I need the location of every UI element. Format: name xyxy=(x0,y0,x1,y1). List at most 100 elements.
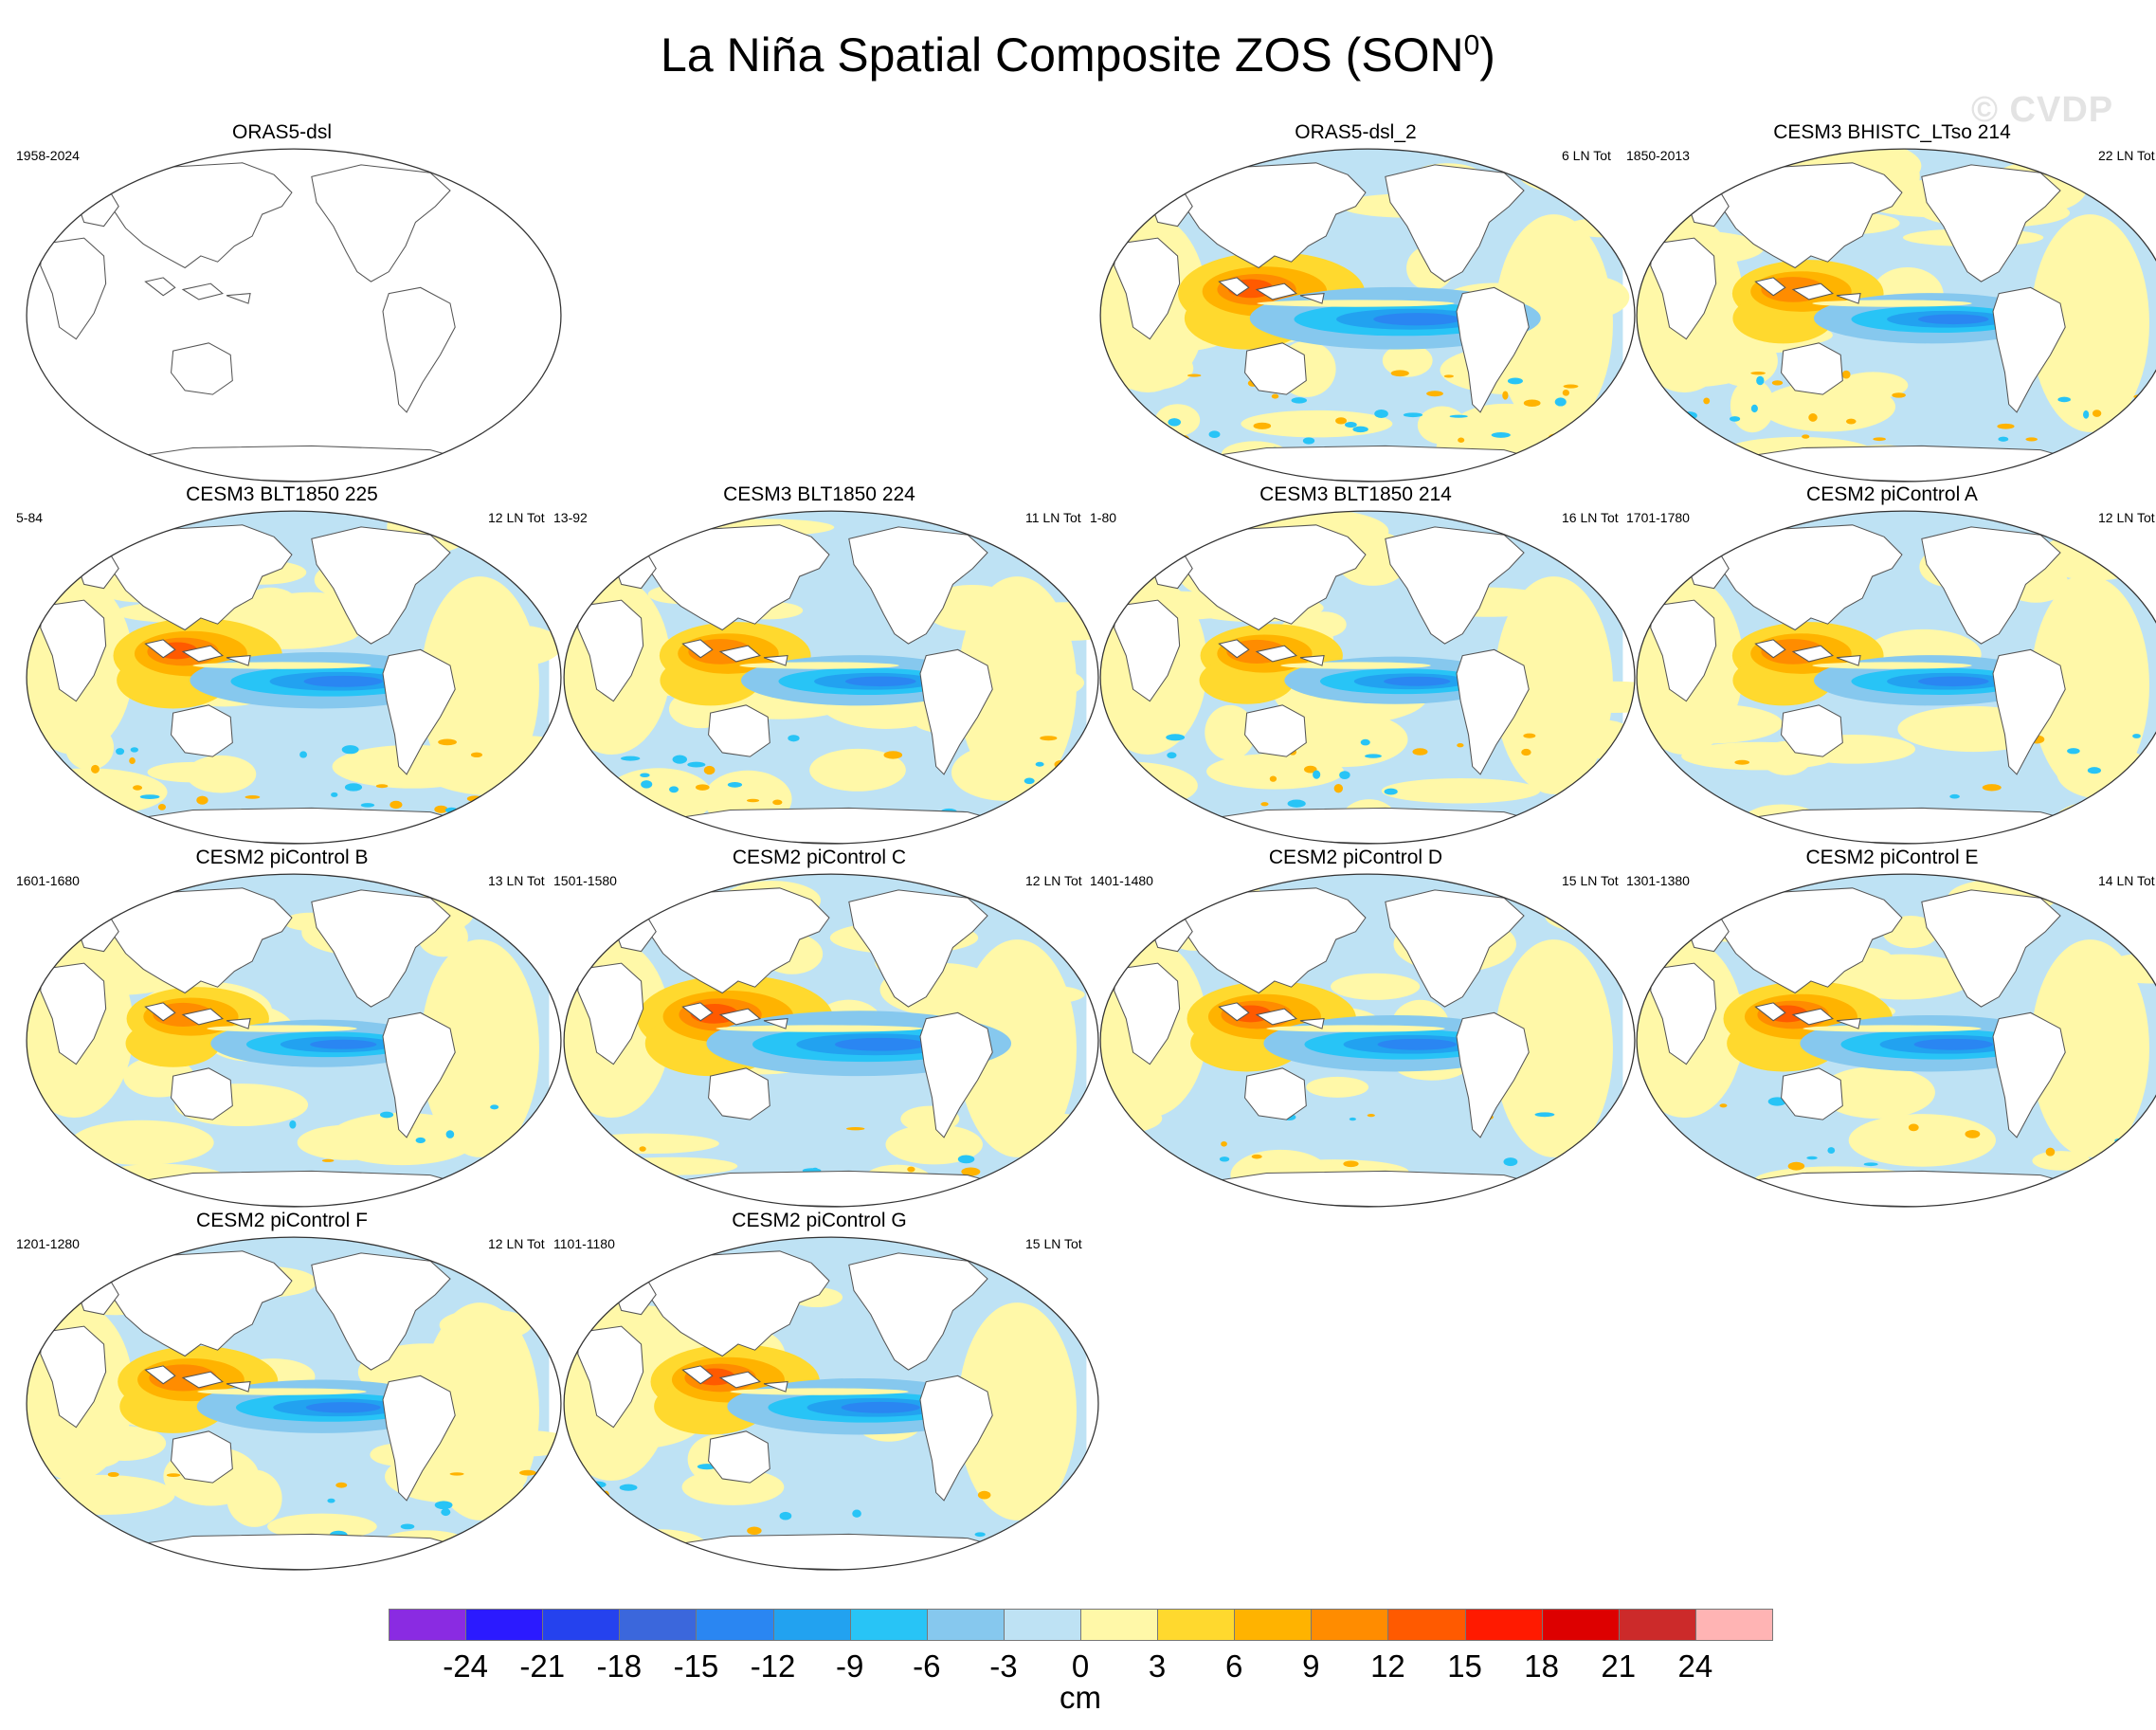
noise-speckle xyxy=(615,1162,628,1168)
land-indonesia xyxy=(681,1365,788,1393)
atlantic-patch xyxy=(957,939,1077,1157)
noise-speckle xyxy=(703,765,716,775)
panel-years: 1401-1480 xyxy=(1090,873,1153,888)
noise-speckle xyxy=(1554,397,1567,407)
noise-speckle xyxy=(1808,413,1818,422)
noise-speckle xyxy=(1384,788,1398,795)
cold-tongue-12cm xyxy=(1913,1038,1993,1050)
noise-speckle xyxy=(1523,399,1541,407)
map-border xyxy=(26,873,562,1208)
panel-title: CESM2 piControl C xyxy=(732,847,907,868)
noise-speckle xyxy=(1703,397,1711,405)
noise-speckle xyxy=(577,761,589,766)
land-australia xyxy=(1781,704,1843,757)
noise-speckle xyxy=(1443,374,1454,378)
noise-speckle xyxy=(518,1469,536,1476)
noise-speckle xyxy=(1534,1112,1555,1118)
equatorial-strip xyxy=(739,662,899,669)
panel-title: CESM2 piControl G xyxy=(732,1210,907,1231)
land-australia xyxy=(708,704,770,757)
positive-anomaly-patch xyxy=(27,768,168,816)
land-samerica xyxy=(382,1011,456,1138)
land-africa xyxy=(1114,599,1181,702)
colorbar-tick-label: 18 xyxy=(1524,1648,1560,1684)
noise-speckle xyxy=(157,804,167,810)
panel-title: CESM3 BLT1850 214 xyxy=(1259,483,1452,505)
land-indonesia xyxy=(1218,1002,1325,1029)
noise-speckle xyxy=(360,803,375,808)
atlantic-patch xyxy=(1494,214,1613,432)
noise-speckle xyxy=(1335,417,1347,425)
colorbar-tick-label: -6 xyxy=(913,1648,941,1684)
colorbar-tick-label: -18 xyxy=(596,1648,643,1684)
atlantic-patch xyxy=(2030,214,2149,432)
noise-speckle xyxy=(1313,770,1321,779)
noise-speckle xyxy=(564,750,580,755)
panel-title: CESM2 piControl D xyxy=(1268,847,1443,868)
land-antarctica xyxy=(650,807,1019,844)
land-australia xyxy=(171,342,233,395)
colorbar-tick-label: -9 xyxy=(835,1648,864,1684)
noise-speckle xyxy=(438,738,457,746)
anomaly-field xyxy=(1100,149,1635,482)
noise-speckle xyxy=(1734,759,1750,765)
noise-speckle xyxy=(639,1146,646,1152)
noise-speckle xyxy=(1563,1166,1583,1172)
land-namerica xyxy=(311,1252,451,1371)
land-asia xyxy=(1718,162,1903,269)
noise-speckle xyxy=(564,752,573,761)
noise-speckle xyxy=(1756,375,1765,386)
map-panel: CESM3 BLT1850 224 13-92 11 LN Tot xyxy=(552,483,1099,848)
map-border xyxy=(1636,873,2156,1208)
noise-speckle xyxy=(379,1111,394,1119)
noise-speckle xyxy=(1523,733,1536,738)
noise-speckle xyxy=(672,755,688,764)
noise-speckle xyxy=(1965,1129,1981,1138)
noise-speckle xyxy=(788,735,800,742)
positive-anomaly-patch xyxy=(885,1124,983,1165)
colorbar-box xyxy=(619,1609,698,1641)
noise-speckle xyxy=(2148,426,2156,433)
land-samerica xyxy=(1456,1011,1530,1138)
noise-speckle xyxy=(1704,432,1716,441)
noise-speckle xyxy=(1349,1117,1356,1121)
equatorial-strip xyxy=(1812,662,1972,669)
noise-speckle xyxy=(2118,1156,2129,1163)
noise-speckle xyxy=(1339,771,1350,780)
noise-speckle xyxy=(1863,1162,1878,1167)
noise-speckle xyxy=(1172,1175,1191,1179)
noise-speckle xyxy=(116,748,125,756)
land-africa xyxy=(40,237,107,340)
land-australia xyxy=(171,1067,233,1120)
noise-speckle xyxy=(772,799,783,806)
colorbar-box xyxy=(926,1609,1005,1641)
panel-count: 16 LN Tot xyxy=(1562,510,1619,525)
land-namerica xyxy=(311,164,451,282)
noise-speckle xyxy=(72,798,92,805)
noise-speckle xyxy=(619,1484,638,1491)
noise-speckle xyxy=(641,780,653,789)
anomaly-field xyxy=(564,1237,1087,1570)
panel-title: ORAS5-dsl xyxy=(231,121,333,143)
colorbar-tick-label: -12 xyxy=(750,1648,796,1684)
map-canvas xyxy=(1636,510,2156,845)
land-namerica xyxy=(311,889,451,1008)
anomaly-field xyxy=(27,511,561,844)
atlantic-patch xyxy=(2030,576,2149,794)
panel-count: 12 LN Tot xyxy=(2098,510,2155,525)
positive-anomaly-patch xyxy=(29,1474,175,1516)
land-samerica xyxy=(1456,648,1530,775)
map-border xyxy=(563,1236,1099,1571)
atlantic-patch xyxy=(1494,939,1613,1157)
land-indonesia xyxy=(681,1002,788,1029)
map-canvas xyxy=(1099,148,1636,483)
noise-speckle xyxy=(490,1104,499,1110)
noise-speckle xyxy=(1806,1156,1818,1160)
noise-speckle xyxy=(327,1498,335,1503)
panel-count: 15 LN Tot xyxy=(1025,1236,1082,1251)
noise-speckle xyxy=(196,795,208,805)
title-text: La Niña Spatial Composite ZOS (SON xyxy=(661,28,1464,82)
noise-speckle xyxy=(2132,734,2141,738)
atlantic-patch xyxy=(2030,939,2149,1157)
